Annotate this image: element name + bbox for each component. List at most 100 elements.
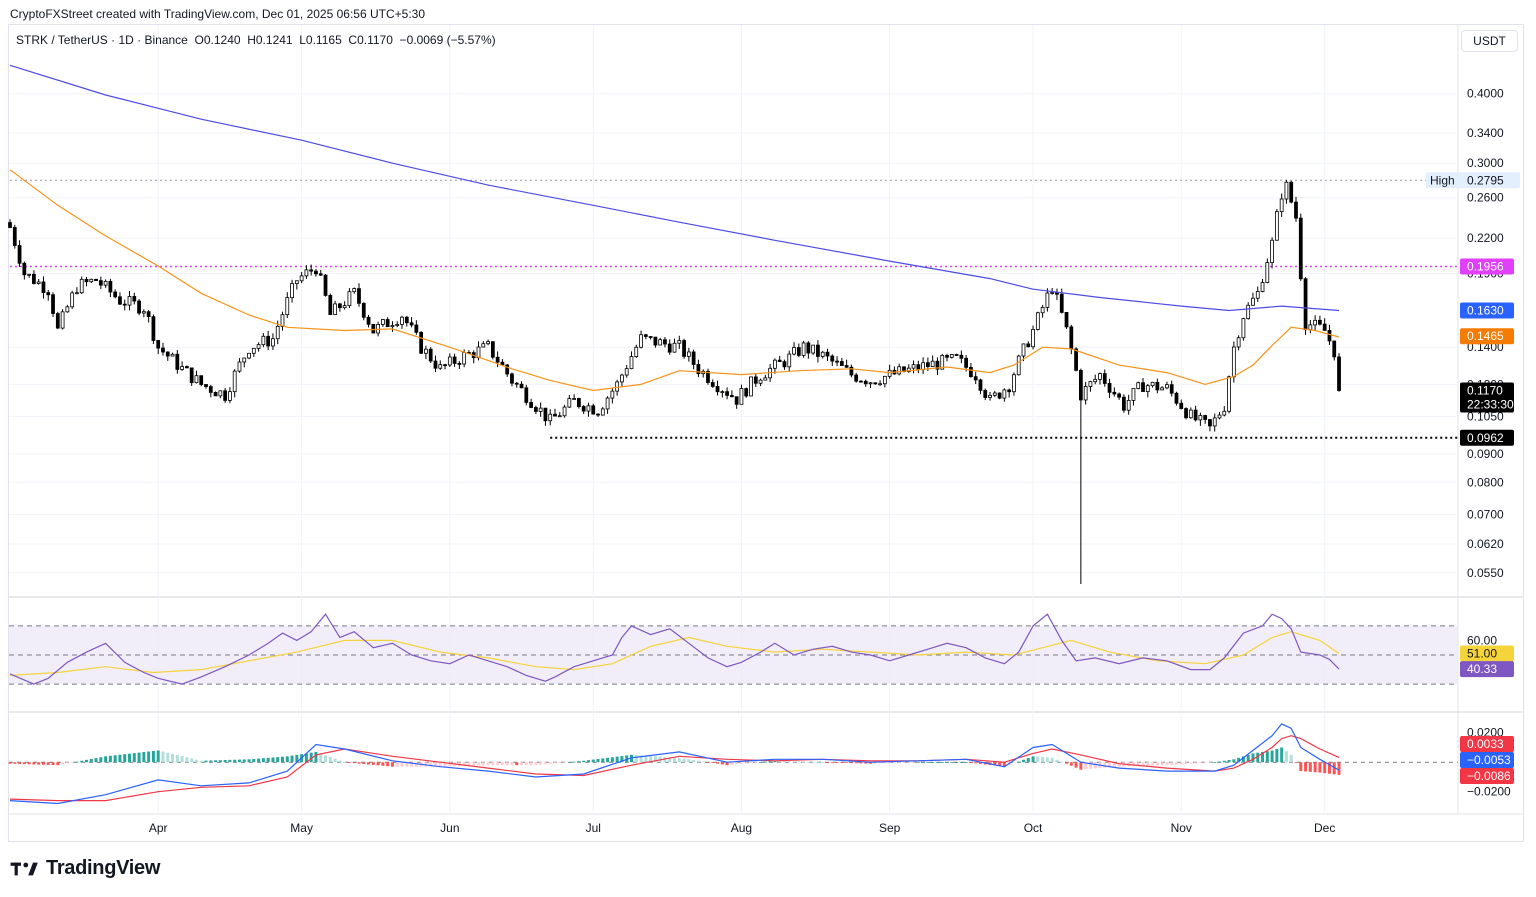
macd-histogram-bar bbox=[567, 762, 571, 763]
candle-down bbox=[796, 347, 801, 356]
candle-down bbox=[1294, 201, 1298, 219]
macd-histogram-bar bbox=[1141, 762, 1145, 766]
candle-up bbox=[424, 348, 428, 354]
candle-up bbox=[930, 360, 935, 367]
macd-histogram-bar bbox=[711, 762, 715, 764]
candle-up bbox=[658, 339, 663, 346]
candle-down bbox=[529, 402, 533, 408]
candle-down bbox=[514, 382, 519, 385]
candle-down bbox=[1074, 348, 1078, 371]
macd-histogram-bar bbox=[1055, 759, 1059, 763]
grid-layer bbox=[9, 25, 1523, 815]
macd-histogram-bar bbox=[610, 757, 614, 763]
macd-histogram-bar bbox=[1136, 762, 1140, 767]
time-tick-label: Aug bbox=[731, 821, 752, 835]
candle-up bbox=[672, 342, 677, 353]
macd-histogram-bar bbox=[572, 761, 576, 763]
macd-histogram-bar bbox=[1294, 762, 1298, 764]
candle-up bbox=[247, 352, 251, 359]
macd-histogram-bar bbox=[821, 762, 825, 764]
candle-down bbox=[452, 356, 457, 364]
candle-up bbox=[720, 391, 725, 394]
candle-down bbox=[1007, 389, 1012, 393]
candle-up bbox=[868, 382, 873, 385]
macd-histogram-bar bbox=[759, 762, 763, 763]
macd-histogram-bar bbox=[892, 762, 896, 764]
candle-up bbox=[1241, 318, 1246, 339]
candle-down bbox=[137, 300, 141, 314]
macd-histogram-bar bbox=[333, 758, 337, 763]
macd-histogram-bar bbox=[247, 759, 251, 763]
macd-histogram-bar bbox=[1203, 762, 1207, 764]
candle-down bbox=[1117, 393, 1121, 398]
ema200-badge-text: 0.1630 bbox=[1467, 303, 1504, 317]
candle-down bbox=[199, 375, 204, 385]
candle-down bbox=[1337, 356, 1341, 391]
candle-down bbox=[653, 336, 658, 346]
candle-up bbox=[1274, 211, 1279, 241]
price-tick-label: 0.3000 bbox=[1467, 156, 1504, 170]
macd-histogram-bar bbox=[830, 762, 834, 764]
candle-up bbox=[897, 366, 902, 375]
candle-up bbox=[634, 346, 639, 357]
candle-up bbox=[1131, 388, 1136, 401]
chart-frame bbox=[8, 24, 1524, 842]
candle-down bbox=[189, 367, 194, 384]
candle-up bbox=[1045, 292, 1050, 308]
macd-histogram-bar bbox=[252, 758, 256, 763]
macd-histogram-bar bbox=[653, 756, 657, 763]
candle-up bbox=[1165, 384, 1169, 389]
macd-histogram-bar bbox=[276, 757, 280, 763]
candle-up bbox=[988, 394, 992, 398]
candle-down bbox=[1059, 293, 1064, 313]
macd-histogram-bar bbox=[692, 760, 696, 763]
candle-up bbox=[940, 355, 945, 370]
currency-selector[interactable]: USDT bbox=[1461, 30, 1518, 52]
candle-down bbox=[782, 361, 787, 368]
macd-histogram-bar bbox=[1069, 762, 1073, 766]
candle-up bbox=[610, 390, 615, 399]
candle-up bbox=[992, 392, 997, 396]
candle-down bbox=[175, 353, 180, 370]
macd-histogram-bar bbox=[916, 762, 920, 764]
macd-histogram-bar bbox=[749, 762, 753, 764]
macd-histogram-bar bbox=[209, 760, 213, 763]
macd-histogram-bar bbox=[945, 762, 949, 764]
macd-histogram-bar bbox=[1031, 756, 1035, 763]
macd-histogram-bar bbox=[185, 757, 189, 763]
macd-histogram-bar bbox=[955, 762, 959, 764]
macd-histogram-bar bbox=[290, 755, 294, 763]
candle-down bbox=[725, 391, 729, 396]
macd-histogram-bar bbox=[964, 762, 968, 764]
candle-down bbox=[32, 273, 36, 284]
candle-up bbox=[180, 366, 184, 370]
macd-histogram-bar bbox=[281, 756, 284, 763]
macd-histogram-bar bbox=[1256, 752, 1260, 763]
candle-down bbox=[596, 413, 600, 416]
macd-histogram-bar bbox=[491, 762, 495, 766]
macd-histogram-bar bbox=[46, 762, 50, 765]
macd-histogram-bar bbox=[663, 756, 667, 763]
macd-histogram-bar bbox=[94, 758, 98, 763]
candle-down bbox=[1193, 409, 1198, 421]
macd-histogram-bar bbox=[696, 760, 700, 763]
rsi-tick-label: 60.00 bbox=[1467, 633, 1497, 647]
macd-histogram-bar bbox=[1318, 762, 1322, 773]
candle-down bbox=[935, 360, 940, 370]
candle-down bbox=[744, 388, 749, 397]
macd-histogram-bar bbox=[630, 754, 633, 763]
candle-up bbox=[400, 316, 404, 325]
macd-histogram-bar bbox=[123, 754, 127, 763]
candle-down bbox=[132, 296, 137, 302]
candle-up bbox=[251, 347, 256, 354]
macd-histogram-bar bbox=[806, 761, 810, 763]
macd-histogram-bar bbox=[520, 762, 524, 766]
macd-histogram-bar bbox=[352, 762, 356, 764]
macd-histogram-bar bbox=[1002, 762, 1006, 767]
macd-histogram-bar bbox=[1213, 762, 1217, 764]
candle-down bbox=[17, 245, 22, 264]
macd-histogram-bar bbox=[429, 762, 433, 767]
candle-up bbox=[60, 311, 65, 329]
candle-down bbox=[667, 343, 672, 353]
